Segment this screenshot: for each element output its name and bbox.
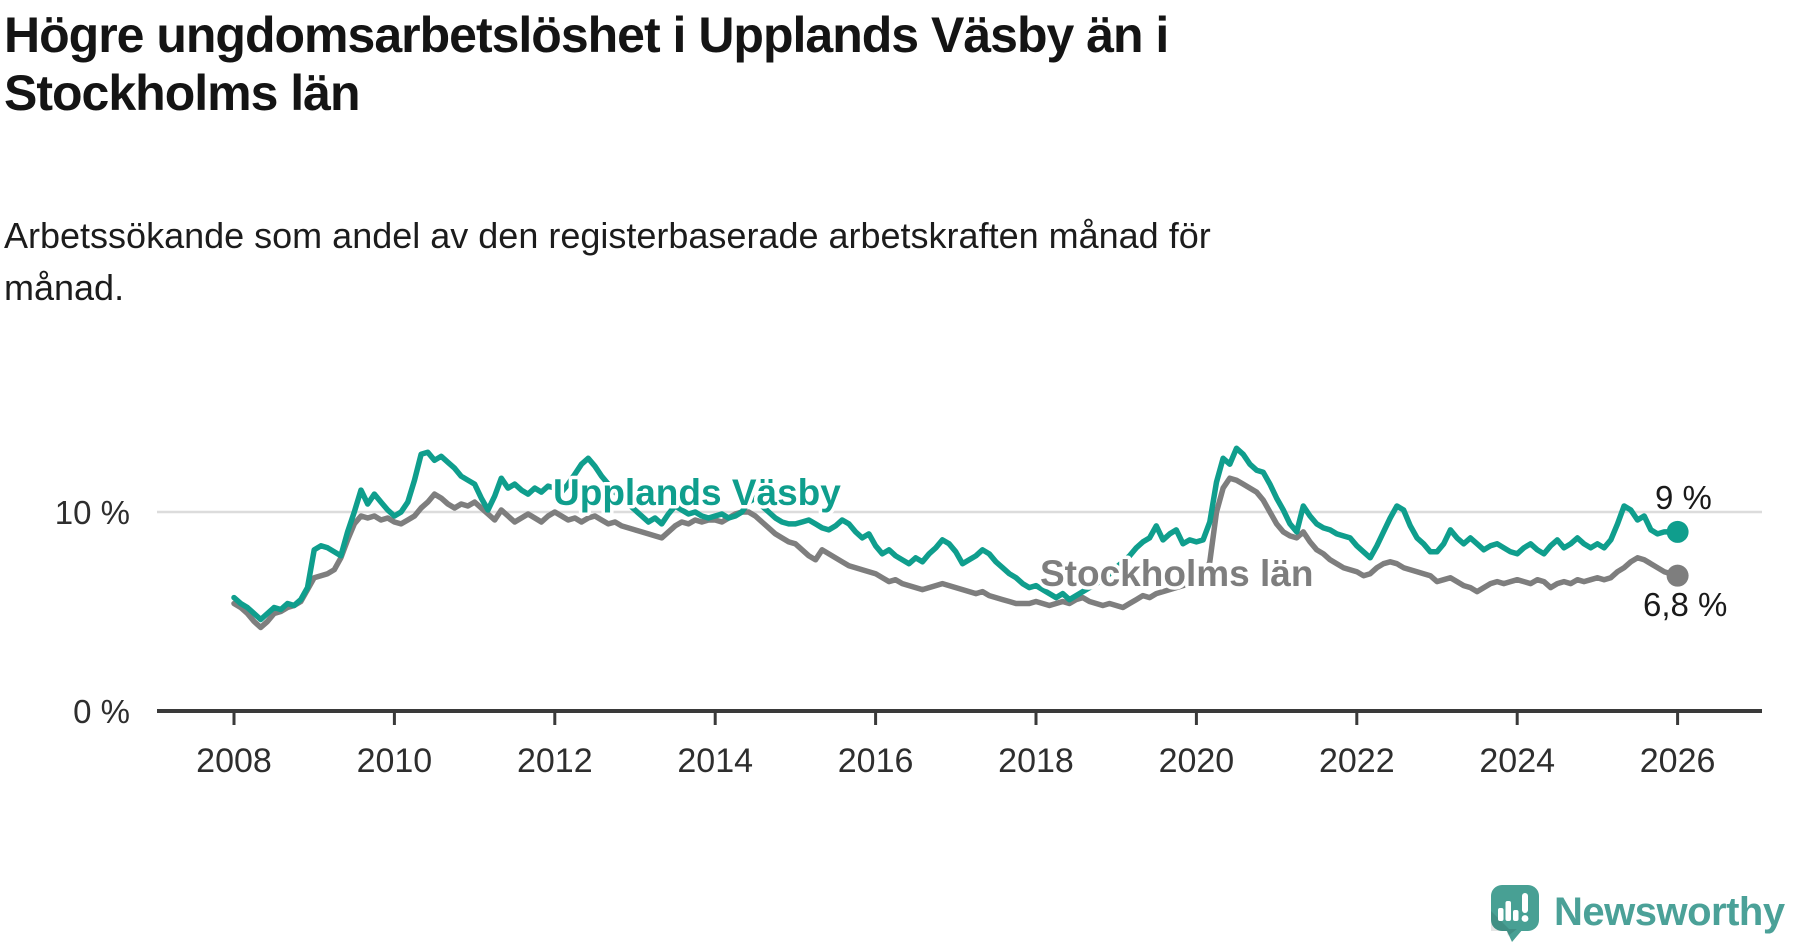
series-line-upplands-v-sby: [231, 445, 1681, 623]
x-tick-label-2020: 2020: [1159, 742, 1235, 780]
x-tick-label-2014: 2014: [677, 742, 753, 780]
x-tick-label-2008: 2008: [196, 742, 272, 780]
page-title-line2: Stockholms län: [4, 65, 361, 121]
end-value-label-upplands-v-sby: 9 %: [1655, 479, 1712, 516]
end-dot-upplands-v-sby: [1666, 520, 1689, 543]
x-tick-label-2012: 2012: [517, 742, 593, 780]
newsworthy-logo-text: Newsworthy: [1554, 890, 1785, 934]
page-subtitle: Arbetssökande som andel av den registerb…: [4, 210, 1504, 314]
series-line-stockholms-l-n: [231, 475, 1681, 631]
x-tick-label-2026: 2026: [1640, 742, 1716, 780]
x-tick-label-2016: 2016: [838, 742, 914, 780]
y-axis-label-10: 10 %: [55, 494, 130, 531]
page-subtitle-line2: månad.: [4, 267, 125, 309]
page-title-line1: Högre ungdomsarbetslöshet i Upplands Väs…: [4, 7, 1169, 63]
bar-chart-bubble-icon: [1491, 885, 1539, 942]
page-title: Högre ungdomsarbetslöshet i Upplands Väs…: [4, 6, 1524, 122]
x-tick-label-2022: 2022: [1319, 742, 1395, 780]
series-label-stockholms-l-n: Stockholms län: [1040, 553, 1313, 594]
end-dot-stockholms-l-n: [1666, 564, 1689, 587]
x-tick-label-2010: 2010: [357, 742, 433, 780]
series-label-upplands-v-sby: Upplands Väsby: [553, 472, 841, 513]
x-tick-label-2024: 2024: [1479, 742, 1555, 780]
y-axis-label-0: 0 %: [73, 693, 130, 730]
x-tick-label-2018: 2018: [998, 742, 1074, 780]
page-subtitle-line1: Arbetssökande som andel av den registerb…: [4, 215, 1211, 256]
end-value-label-stockholms-l-n: 6,8 %: [1643, 586, 1727, 623]
newsworthy-logo: Newsworthy: [1490, 884, 1785, 942]
